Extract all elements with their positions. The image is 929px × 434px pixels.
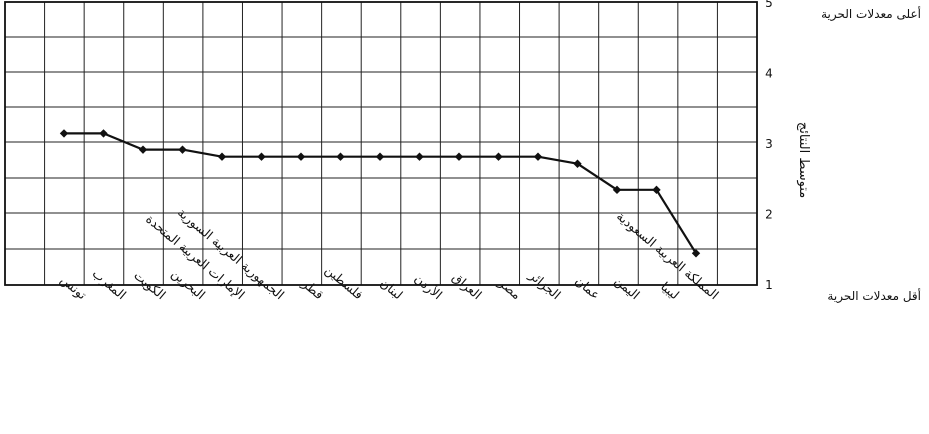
y-tick-label: 3 <box>765 137 773 151</box>
data-point-marker <box>415 152 424 161</box>
x-category-label: لبنان <box>377 275 405 302</box>
plot-frame <box>4 1 758 286</box>
data-point-marker <box>59 129 69 138</box>
x-category-label: قطر <box>298 275 327 303</box>
data-point-marker <box>178 145 187 154</box>
y-tick-label: 5 <box>765 0 773 10</box>
bottom-annotation: أقل معدلات الحرية <box>827 288 921 304</box>
data-point-marker <box>573 159 582 168</box>
y-tick-label: 1 <box>765 278 773 292</box>
y-tick-label: 2 <box>765 208 773 222</box>
data-point-marker <box>257 152 266 161</box>
y-axis-ticks: 1 2 3 4 5 <box>765 0 773 292</box>
data-point-marker <box>533 152 543 161</box>
data-point-marker <box>375 152 385 161</box>
x-category-label: تونس <box>57 272 90 303</box>
chart-grid <box>5 2 757 285</box>
x-category-label: فلسطين <box>322 262 367 303</box>
plot-border <box>4 1 758 286</box>
data-point-marker <box>138 145 148 154</box>
data-point-marker <box>652 185 661 195</box>
data-point-marker <box>454 152 464 161</box>
x-category-label: ليبيا <box>658 279 682 303</box>
data-point-marker <box>99 129 108 138</box>
data-point-marker <box>336 152 345 161</box>
data-point-marker <box>217 152 227 161</box>
y-tick-label: 4 <box>765 67 773 81</box>
top-annotation: أعلى معدلات الحرية <box>821 6 921 22</box>
data-point-marker <box>296 152 306 161</box>
data-point-marker <box>494 152 503 161</box>
y-axis-label: متوسط النتائج <box>796 122 811 198</box>
data-point-marker <box>691 249 701 258</box>
data-point-marker <box>612 185 622 195</box>
series-markers <box>59 129 701 258</box>
x-category-label: العراق <box>449 269 485 303</box>
